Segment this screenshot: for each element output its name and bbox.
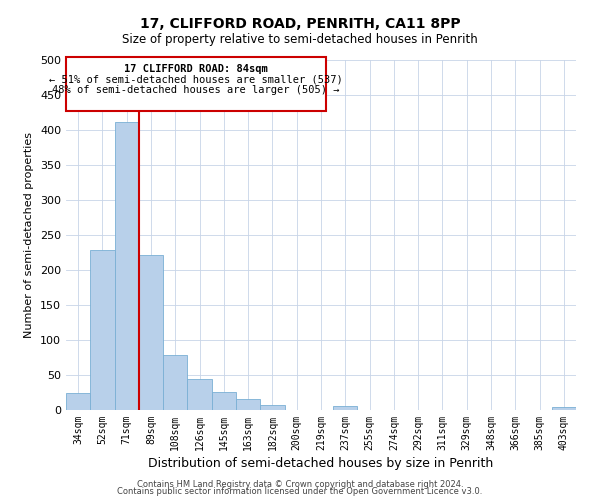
Y-axis label: Number of semi-detached properties: Number of semi-detached properties	[25, 132, 34, 338]
Text: ← 51% of semi-detached houses are smaller (537): ← 51% of semi-detached houses are smalle…	[49, 74, 343, 84]
Bar	[260, 405, 284, 410]
Text: 17 CLIFFORD ROAD: 84sqm: 17 CLIFFORD ROAD: 84sqm	[124, 64, 268, 74]
Bar	[66, 56, 326, 111]
Bar	[212, 392, 236, 410]
Text: 48% of semi-detached houses are larger (505) →: 48% of semi-detached houses are larger (…	[52, 85, 340, 95]
Bar	[90, 250, 115, 410]
Bar	[236, 399, 260, 410]
Text: Contains public sector information licensed under the Open Government Licence v3: Contains public sector information licen…	[118, 487, 482, 496]
Bar	[115, 122, 139, 410]
Bar	[66, 392, 90, 410]
X-axis label: Distribution of semi-detached houses by size in Penrith: Distribution of semi-detached houses by …	[148, 457, 494, 470]
Bar	[187, 378, 212, 410]
Bar	[333, 406, 358, 410]
Text: Size of property relative to semi-detached houses in Penrith: Size of property relative to semi-detach…	[122, 32, 478, 46]
Bar	[139, 254, 163, 410]
Bar	[163, 356, 187, 410]
Text: 17, CLIFFORD ROAD, PENRITH, CA11 8PP: 17, CLIFFORD ROAD, PENRITH, CA11 8PP	[140, 18, 460, 32]
Bar	[552, 407, 576, 410]
Text: Contains HM Land Registry data © Crown copyright and database right 2024.: Contains HM Land Registry data © Crown c…	[137, 480, 463, 489]
